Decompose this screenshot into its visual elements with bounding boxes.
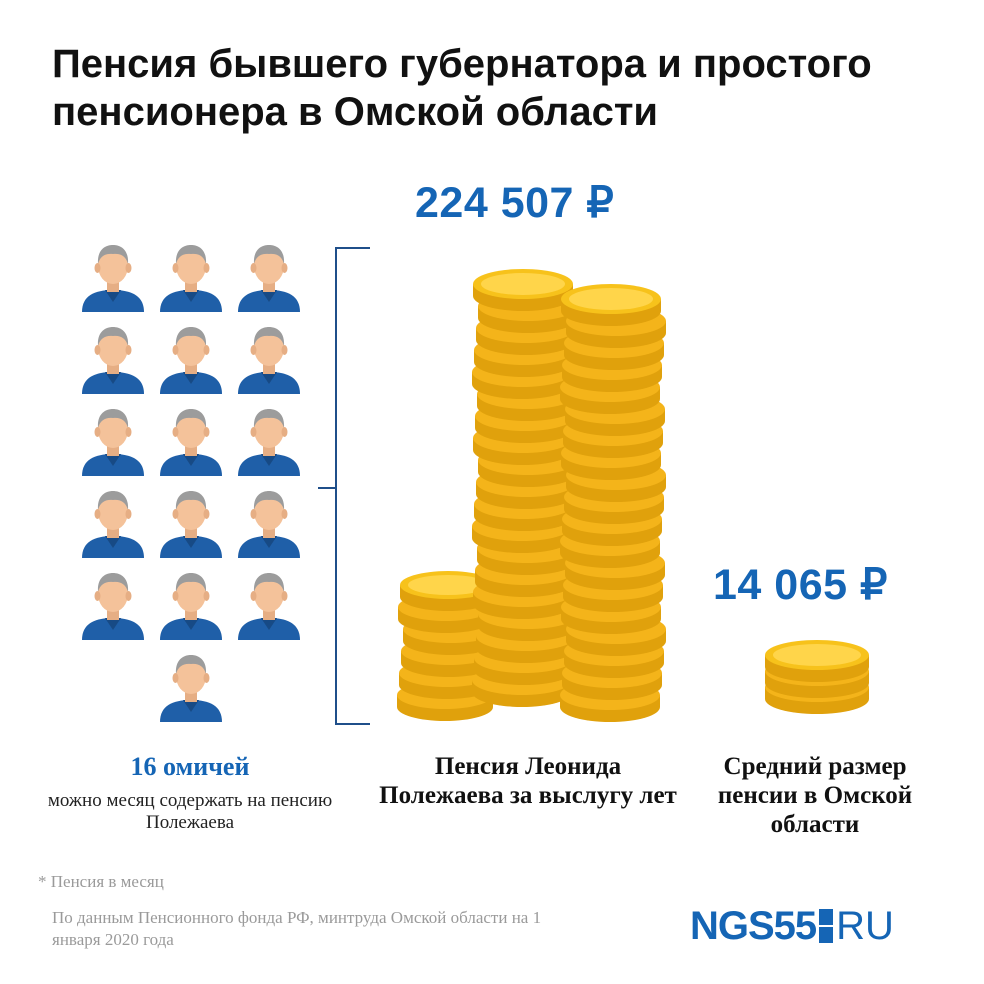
page-title: Пенсия бывшего губернатора и простого пе… bbox=[52, 42, 872, 134]
logo-square-icon bbox=[819, 909, 834, 943]
pensioner-icon bbox=[158, 568, 224, 640]
pensioner-icon bbox=[158, 240, 224, 312]
coin bbox=[473, 269, 573, 311]
pensioner-icon bbox=[80, 322, 146, 394]
governor-caption: Пенсия Леонида Полежаева за выслугу лет bbox=[379, 753, 677, 809]
coin bbox=[561, 284, 661, 326]
pensioner-icon bbox=[158, 322, 224, 394]
governor-pension-amount: 224 507 ₽ bbox=[415, 179, 615, 227]
source-note: По данным Пенсионного фонда РФ, минтруда… bbox=[52, 908, 542, 949]
pensioner-icon bbox=[158, 486, 224, 558]
logo-suffix-text: RU bbox=[836, 903, 894, 948]
coin bbox=[400, 571, 496, 611]
pensioner-icon bbox=[236, 240, 302, 312]
count-subtitle: можно месяц содержать на пенсию Полежаев… bbox=[47, 790, 333, 833]
pensioner-icon bbox=[80, 404, 146, 476]
footnote: * Пенсия в месяц bbox=[38, 872, 164, 891]
pensioner-icon bbox=[80, 486, 146, 558]
pensioner-icon bbox=[236, 486, 302, 558]
pensioner-icons-grid bbox=[70, 240, 320, 740]
coin bbox=[765, 640, 869, 682]
pensioner-icon bbox=[158, 650, 224, 722]
pensioner-icon bbox=[80, 568, 146, 640]
coin-stacks bbox=[397, 269, 869, 722]
bracket-line bbox=[318, 247, 370, 725]
pensioner-icon bbox=[80, 240, 146, 312]
pensioner-icon bbox=[236, 322, 302, 394]
pensioner-icon bbox=[158, 404, 224, 476]
count-headline: 16 омичей bbox=[130, 752, 250, 781]
pensioner-icon bbox=[236, 404, 302, 476]
average-caption: Средний размер пенсии в Омской области bbox=[717, 753, 913, 838]
ngs55-logo[interactable]: NGS55 RU bbox=[690, 903, 894, 948]
logo-main-text: NGS55 bbox=[690, 903, 817, 948]
pensioner-icon bbox=[236, 568, 302, 640]
average-pension-amount: 14 065 ₽ bbox=[713, 561, 888, 609]
